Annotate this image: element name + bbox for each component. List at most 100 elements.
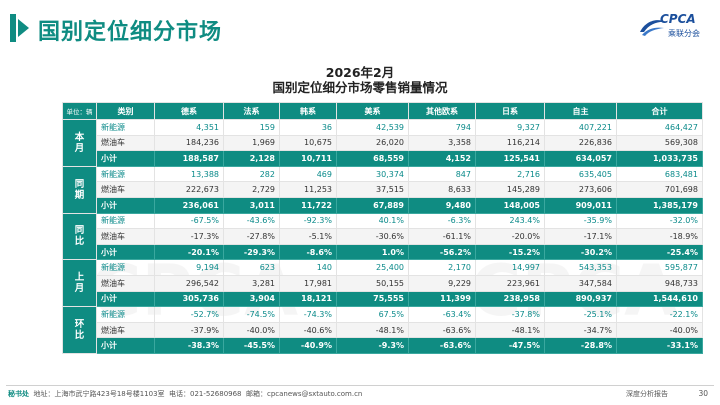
table-cell: 11,722 (279, 196, 337, 214)
table-cell: -63.6% (408, 321, 476, 339)
table-cell: -35.9% (544, 212, 617, 230)
row-label: 小计 (96, 150, 155, 167)
table-cell: -18.9% (616, 228, 703, 245)
table-cell: -63.6% (408, 337, 476, 354)
column-header: 法系 (223, 102, 280, 120)
table-cell: 145,289 (475, 181, 545, 198)
table-cell: -48.1% (336, 321, 409, 339)
table-cell: 75,555 (336, 290, 409, 308)
logo-subtext: 乘联分会 (668, 29, 700, 38)
table-cell: -61.1% (408, 228, 476, 245)
row-label: 燃油车 (96, 274, 155, 292)
table-cell: -17.3% (154, 228, 224, 245)
table-cell: 2,128 (223, 150, 280, 167)
swoosh-icon (640, 20, 666, 36)
table-cell: 4,152 (408, 150, 476, 167)
table-cell: 125,541 (475, 150, 545, 167)
table-cell: -20.0% (475, 228, 545, 245)
table-cell: -56.2% (408, 243, 476, 261)
table-cell: 909,011 (544, 196, 617, 214)
row-label: 小计 (96, 243, 155, 261)
table-cell: 238,958 (475, 290, 545, 308)
page-title: 国别定位细分市场 (38, 20, 223, 45)
table-cell: -9.3% (336, 337, 409, 354)
table-cell: 847 (408, 165, 476, 183)
table-cell: 226,836 (544, 134, 617, 152)
table-header-row: 单位：辆 类别 德系 法系 韩系 美系 其他欧系 日系 自主 合计 (62, 102, 703, 120)
table-cell: -40.6% (279, 321, 337, 339)
header-arrow-icon (18, 19, 29, 37)
row-label: 小计 (96, 196, 155, 214)
table-cell: -34.7% (544, 321, 617, 339)
footer-divider (6, 385, 714, 386)
column-header: 日系 (475, 102, 545, 120)
logo-text: CPCA (660, 12, 696, 26)
column-header: 合计 (616, 102, 703, 120)
table-cell: -74.5% (223, 306, 280, 323)
table-cell: -17.1% (544, 228, 617, 245)
table-cell: -37.8% (475, 306, 545, 323)
page-number: 30 (698, 389, 708, 398)
footer-org: 秘书处 (8, 390, 29, 398)
table-cell: 1,969 (223, 134, 280, 152)
table-cell: 3,281 (223, 274, 280, 292)
footer-address: 上海市武宁路423号18号楼1103室 (54, 390, 165, 398)
table-cell: 17,981 (279, 274, 337, 292)
table-cell: 25,400 (336, 259, 409, 276)
table-cell: 9,194 (154, 259, 224, 276)
table-cell: 188,587 (154, 150, 224, 167)
column-header: 德系 (154, 102, 224, 120)
table-cell: 1,385,179 (616, 196, 703, 214)
table-row: 小计 -20.1% -29.3% -8.6% 1.0% -56.2% -15.2% -30.2… (63, 243, 703, 261)
report-title: 国别定位细分市场零售销量情况 (272, 80, 448, 95)
table-cell: 595,877 (616, 259, 703, 276)
table-cell: 635,405 (544, 165, 617, 183)
row-label: 新能源 (96, 212, 155, 230)
table-cell: -92.3% (279, 212, 337, 230)
table-cell: -8.6% (279, 243, 337, 261)
row-label: 新能源 (96, 165, 155, 183)
table-row: 上月新能源 9,194 623 140 25,400 2,170 14,997 543,353… (62, 259, 703, 308)
table-cell: -30.6% (336, 228, 409, 245)
table-cell: 148,005 (475, 196, 545, 214)
table-cell: 140 (279, 259, 337, 276)
table-cell: 1.0% (336, 243, 409, 261)
table-cell: -15.2% (475, 243, 545, 261)
table-cell: 8,633 (408, 181, 476, 198)
row-label: 燃油车 (96, 181, 155, 198)
table-cell: 1,544,610 (616, 290, 703, 308)
table-cell: 236,061 (154, 196, 224, 214)
table-row: 环比新能源 -52.7% -74.5% -74.3% 67.5% -63.4% -37.8%… (62, 306, 703, 354)
table-row: 燃油车 296,542 3,281 17,981 50,155 9,229 223,961 3… (63, 274, 703, 292)
table-cell: -40.9% (279, 337, 337, 354)
table-cell: -28.8% (544, 337, 617, 354)
row-label: 小计 (96, 337, 155, 354)
footer-phone-label: 电话： (169, 390, 190, 398)
unit-label: 单位：辆 (62, 102, 97, 120)
row-label: 燃油车 (96, 228, 155, 245)
sales-table: 单位：辆 类别 德系 法系 韩系 美系 其他欧系 日系 自主 合计 本月新能源 4… (62, 102, 703, 354)
table-cell: 890,937 (544, 290, 617, 308)
table-cell: -48.1% (475, 321, 545, 339)
row-label: 新能源 (96, 259, 155, 276)
cpca-logo: CPCA 乘联分会 (638, 12, 706, 46)
table-cell: 3,358 (408, 134, 476, 152)
table-cell: 223,961 (475, 274, 545, 292)
table-cell: 13,388 (154, 165, 224, 183)
column-header: 美系 (336, 102, 409, 120)
table-cell: -43.6% (223, 212, 280, 230)
column-header: 类别 (96, 102, 155, 120)
table-cell: 9,480 (408, 196, 476, 214)
table-cell: 1,033,735 (616, 150, 703, 167)
row-label: 燃油车 (96, 134, 155, 152)
table-cell: 10,711 (279, 150, 337, 167)
table-cell: -52.7% (154, 306, 224, 323)
table-cell: -63.4% (408, 306, 476, 323)
table-cell: -22.1% (616, 306, 703, 323)
table-cell: -25.1% (544, 306, 617, 323)
group-label: 上月 (62, 259, 97, 308)
table-cell: 68,559 (336, 150, 409, 167)
table-cell: 37,515 (336, 181, 409, 198)
table-cell: 4,351 (154, 119, 224, 136)
table-cell: 2,170 (408, 259, 476, 276)
